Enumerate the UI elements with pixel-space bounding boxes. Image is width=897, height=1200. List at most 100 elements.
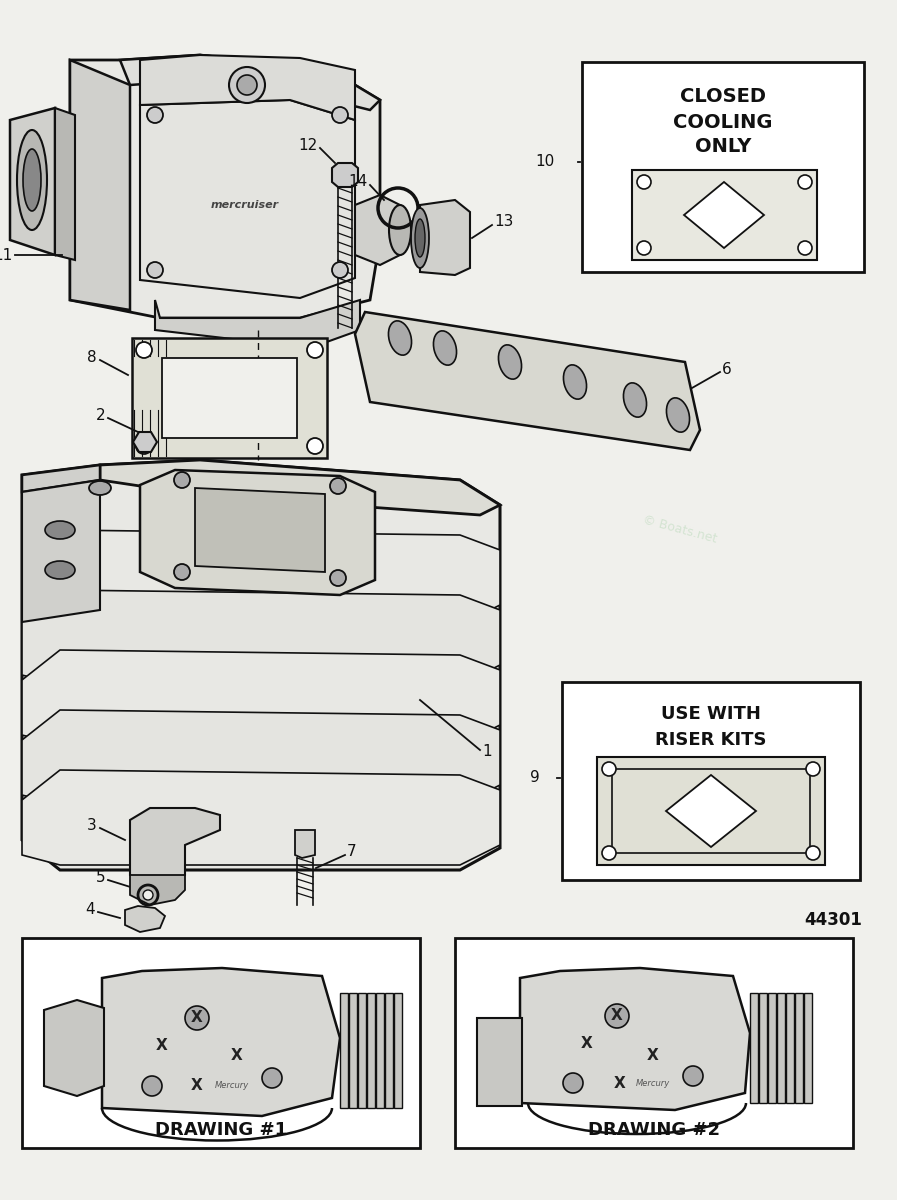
- Polygon shape: [120, 55, 380, 110]
- Polygon shape: [140, 470, 375, 595]
- Text: 7: 7: [347, 845, 357, 859]
- Circle shape: [602, 846, 616, 860]
- Text: 5: 5: [95, 870, 105, 884]
- Text: X: X: [611, 1008, 623, 1024]
- Ellipse shape: [45, 521, 75, 539]
- Text: 12: 12: [299, 138, 318, 152]
- Polygon shape: [22, 650, 500, 745]
- Text: mercruiser: mercruiser: [211, 200, 279, 210]
- Circle shape: [174, 472, 190, 488]
- Text: 13: 13: [494, 215, 513, 229]
- Circle shape: [798, 175, 812, 188]
- Text: X: X: [614, 1075, 626, 1091]
- Text: Mercury: Mercury: [636, 1079, 670, 1087]
- Text: COOLING: COOLING: [674, 113, 772, 132]
- Polygon shape: [632, 170, 817, 260]
- Bar: [349, 994, 357, 1108]
- Bar: [358, 994, 366, 1108]
- Polygon shape: [22, 530, 500, 625]
- Ellipse shape: [89, 481, 111, 494]
- Bar: [582, 62, 864, 272]
- Circle shape: [332, 262, 348, 278]
- Polygon shape: [22, 480, 100, 622]
- Bar: [562, 682, 860, 880]
- Ellipse shape: [411, 208, 429, 268]
- Circle shape: [330, 478, 346, 494]
- Circle shape: [332, 107, 348, 122]
- Polygon shape: [420, 200, 470, 275]
- Ellipse shape: [23, 149, 41, 211]
- Circle shape: [185, 1006, 209, 1030]
- Polygon shape: [22, 464, 100, 492]
- Text: 1: 1: [482, 744, 492, 760]
- Text: 6: 6: [722, 362, 732, 378]
- Circle shape: [174, 564, 190, 580]
- Bar: [786, 994, 794, 1103]
- Bar: [477, 1018, 522, 1106]
- Bar: [777, 994, 785, 1103]
- Polygon shape: [44, 1000, 104, 1096]
- Polygon shape: [100, 460, 500, 515]
- Ellipse shape: [666, 398, 690, 432]
- Text: X: X: [231, 1049, 243, 1063]
- Text: 2: 2: [95, 408, 105, 422]
- Bar: [385, 994, 393, 1108]
- Circle shape: [147, 262, 163, 278]
- Circle shape: [229, 67, 265, 103]
- Bar: [394, 994, 402, 1108]
- Text: 11: 11: [0, 247, 13, 263]
- Circle shape: [605, 1004, 629, 1028]
- Polygon shape: [130, 808, 220, 886]
- Polygon shape: [140, 55, 355, 120]
- Polygon shape: [355, 312, 700, 450]
- Bar: [162, 358, 297, 438]
- Circle shape: [307, 342, 323, 358]
- Text: RISER KITS: RISER KITS: [655, 731, 767, 749]
- Bar: [340, 994, 348, 1108]
- Text: © Boats.net: © Boats.net: [286, 520, 414, 540]
- Ellipse shape: [433, 331, 457, 365]
- Circle shape: [136, 438, 152, 454]
- Circle shape: [637, 241, 651, 254]
- Text: USE WITH: USE WITH: [661, 704, 761, 722]
- Text: CLOSED: CLOSED: [680, 88, 766, 107]
- Ellipse shape: [17, 130, 47, 230]
- Circle shape: [798, 241, 812, 254]
- Bar: [750, 994, 758, 1103]
- Text: 4: 4: [85, 901, 95, 917]
- Polygon shape: [355, 194, 400, 265]
- Polygon shape: [22, 710, 500, 805]
- Bar: [455, 938, 853, 1148]
- Polygon shape: [22, 460, 500, 870]
- Text: X: X: [647, 1049, 659, 1063]
- Text: X: X: [156, 1038, 168, 1054]
- Circle shape: [330, 570, 346, 586]
- Ellipse shape: [388, 320, 412, 355]
- Text: 10: 10: [536, 155, 555, 169]
- Ellipse shape: [45, 560, 75, 578]
- Circle shape: [147, 107, 163, 122]
- Polygon shape: [22, 770, 500, 865]
- Text: 8: 8: [87, 349, 97, 365]
- Polygon shape: [140, 100, 355, 298]
- Polygon shape: [130, 875, 185, 905]
- Circle shape: [142, 1076, 162, 1096]
- Polygon shape: [133, 432, 157, 452]
- Polygon shape: [195, 488, 325, 572]
- Bar: [768, 994, 776, 1103]
- Text: 9: 9: [530, 770, 540, 786]
- Polygon shape: [22, 590, 500, 685]
- Text: 44301: 44301: [804, 911, 862, 929]
- Polygon shape: [10, 108, 55, 254]
- Polygon shape: [125, 906, 165, 932]
- Polygon shape: [332, 163, 358, 187]
- Circle shape: [683, 1066, 703, 1086]
- Bar: [22, 938, 420, 1148]
- Ellipse shape: [499, 344, 521, 379]
- Circle shape: [563, 1073, 583, 1093]
- Bar: [795, 994, 803, 1103]
- Ellipse shape: [389, 205, 411, 254]
- Polygon shape: [155, 300, 360, 348]
- Bar: [804, 994, 812, 1103]
- Bar: [132, 338, 327, 458]
